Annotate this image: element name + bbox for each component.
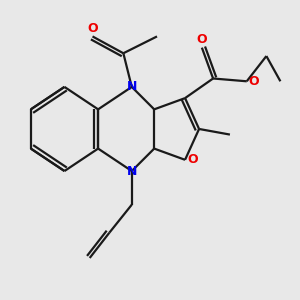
Text: O: O [196,33,207,46]
Text: O: O [187,153,198,166]
Text: O: O [87,22,98,35]
Text: O: O [248,75,259,88]
Text: N: N [127,80,137,93]
Text: N: N [127,164,137,178]
